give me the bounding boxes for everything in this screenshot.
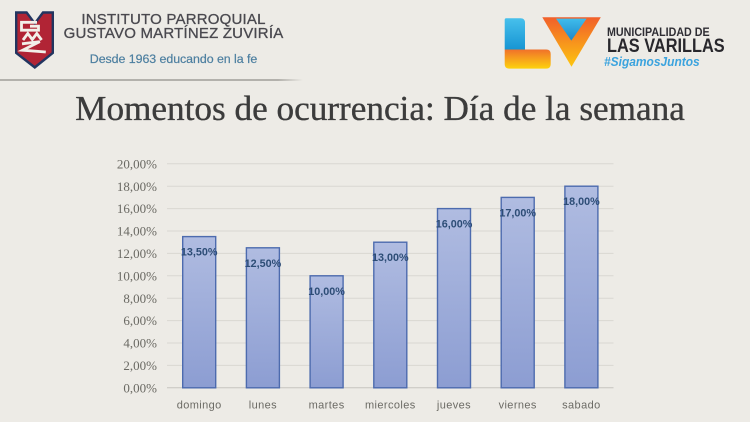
svg-text:10,00%: 10,00% <box>117 268 157 283</box>
svg-text:12,50%: 12,50% <box>245 258 282 270</box>
svg-text:12,00%: 12,00% <box>117 246 157 261</box>
svg-text:martes: martes <box>309 400 345 412</box>
svg-text:jueves: jueves <box>436 400 471 412</box>
svg-text:16,00%: 16,00% <box>436 219 473 231</box>
svg-text:20,00%: 20,00% <box>117 156 157 171</box>
svg-text:miercoles: miercoles <box>365 400 416 412</box>
svg-text:4,00%: 4,00% <box>123 336 157 351</box>
svg-text:0,00%: 0,00% <box>123 380 157 395</box>
svg-text:6,00%: 6,00% <box>123 313 157 328</box>
svg-text:domingo: domingo <box>177 400 222 412</box>
svg-text:8,00%: 8,00% <box>123 291 157 306</box>
svg-text:13,00%: 13,00% <box>372 252 409 264</box>
svg-text:17,00%: 17,00% <box>499 207 536 219</box>
svg-text:sabado: sabado <box>562 400 601 412</box>
svg-text:13,50%: 13,50% <box>181 247 218 259</box>
svg-text:viernes: viernes <box>499 400 537 412</box>
svg-text:16,00%: 16,00% <box>117 201 157 216</box>
svg-text:2,00%: 2,00% <box>123 358 157 373</box>
svg-text:18,00%: 18,00% <box>117 179 157 194</box>
svg-text:lunes: lunes <box>249 400 277 412</box>
svg-text:14,00%: 14,00% <box>117 224 157 239</box>
svg-text:18,00%: 18,00% <box>563 196 600 208</box>
svg-text:10,00%: 10,00% <box>308 286 345 298</box>
